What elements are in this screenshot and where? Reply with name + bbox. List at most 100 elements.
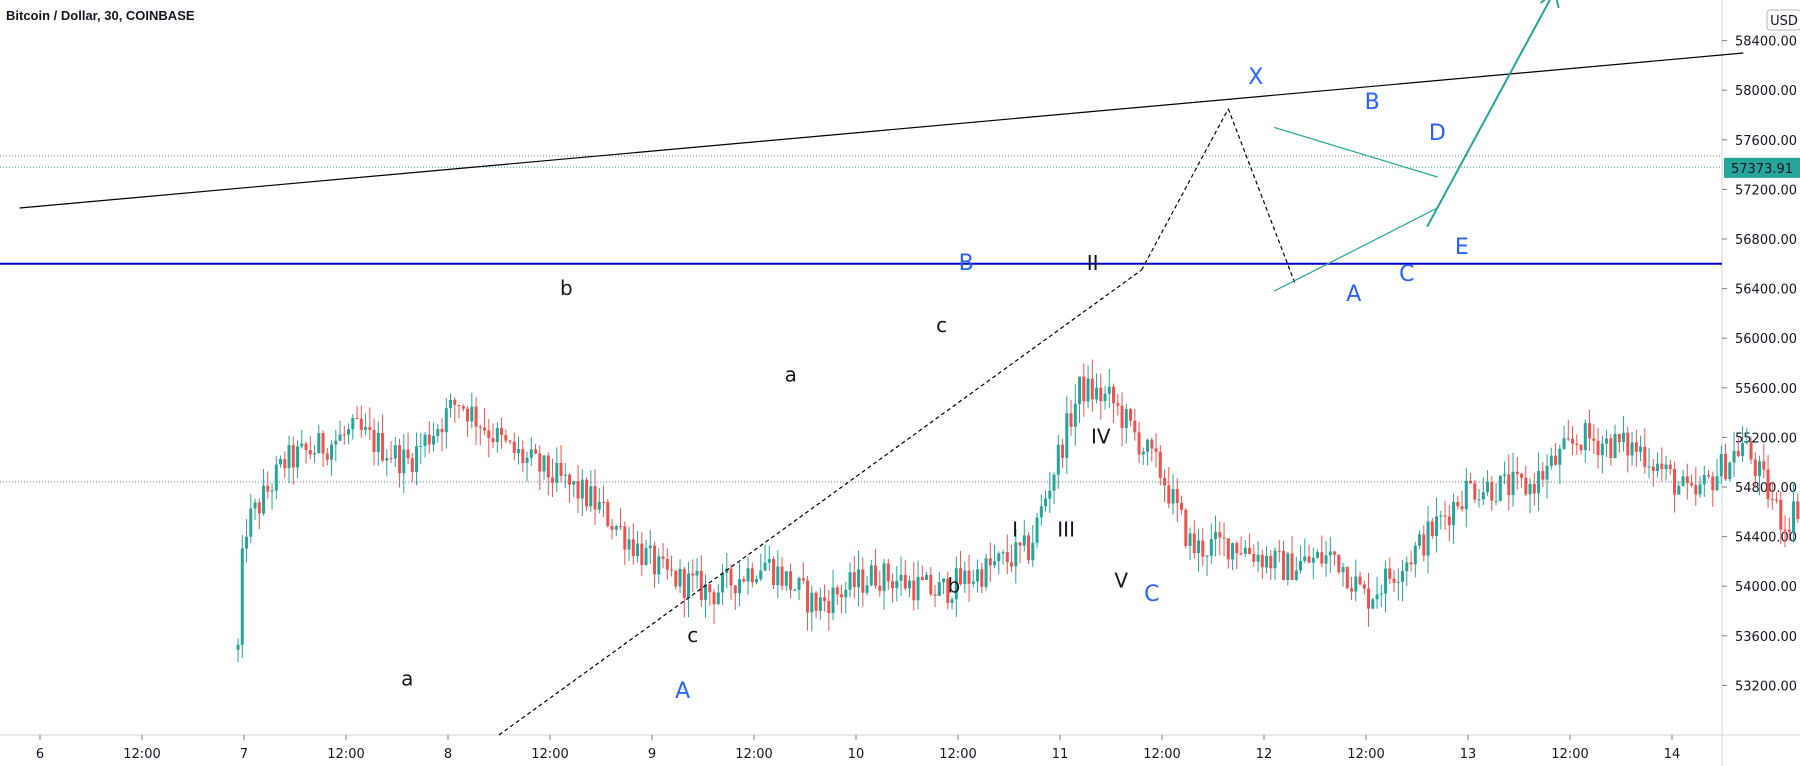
candle-body [1362,584,1366,589]
candle-body [470,406,474,422]
candle-body [1622,432,1626,442]
candle-body [925,574,929,580]
candle-body [721,573,725,593]
candle-body [878,585,882,591]
candle-body [419,446,423,448]
candle-body [1775,499,1779,501]
x-tick-label: 11 [1052,747,1069,762]
candles-group [236,359,1800,663]
candle-body [1073,403,1077,427]
candle-body [372,430,376,453]
x-tick-label: 12 [1256,747,1273,762]
candle-body [1341,566,1345,573]
candle-body [266,485,270,492]
candle-body [1753,459,1757,477]
candle-body [1443,515,1447,517]
candle-body [1524,477,1528,495]
candle-body [1018,542,1022,546]
candle-body [1384,568,1388,594]
candle-body [1124,409,1128,429]
candle-body [406,449,410,459]
candle-body [818,597,822,611]
candle-body [517,449,521,454]
candle-body [602,501,606,503]
forecast-arrow [1426,0,1551,228]
candle-body [1707,474,1711,477]
candle-body [648,545,652,549]
candle-body [1031,542,1035,561]
candle-body [1558,448,1562,465]
candle-body [1218,532,1222,538]
candle-body [1613,433,1617,459]
wave-label: C [1144,582,1159,607]
y-tick-label: 58400.00 [1735,35,1797,50]
candle-body [1464,480,1468,510]
candle-body [1035,517,1039,543]
trend-line [1141,108,1229,271]
candle-body [546,455,550,478]
candle-body [1014,542,1018,567]
candle-body [606,502,610,526]
candle-body [359,418,363,430]
candle-body [1163,477,1167,486]
wave-label: C [1399,262,1414,287]
candle-body [1537,471,1541,494]
candle-body [946,578,950,603]
candle-body [916,576,920,601]
candle-body [347,429,351,435]
candle-body [1702,474,1706,485]
candle-body [912,580,916,601]
candle-body [1150,439,1154,449]
candle-body [1426,521,1430,556]
candle-body [1549,455,1553,466]
candle-body [920,576,924,580]
trend-line [1274,126,1438,178]
wave-label: c [936,313,947,337]
candle-body [300,443,304,447]
candle-body [657,556,661,575]
candle-body [1099,387,1103,402]
wave-label: III [1057,518,1075,542]
trend-line [1273,207,1438,292]
candle-body [1065,413,1069,458]
candle-body [376,432,380,453]
candle-body [457,405,461,407]
candle-body [810,592,814,613]
candle-body [1664,464,1668,470]
candle-body [755,579,759,583]
candle-body [1566,438,1570,440]
candle-body [1269,555,1273,569]
candle-body [1379,593,1383,595]
x-tick-label: 8 [444,747,452,762]
candle-body [1056,444,1060,475]
candle-body [610,525,614,530]
candle-body [1732,450,1736,463]
candle-body [895,580,899,589]
candle-body [742,579,746,582]
candle-body [1685,476,1689,484]
candle-body [1396,581,1400,583]
candle-body [534,449,538,454]
candle-body [415,446,419,472]
candle-body [1490,481,1494,501]
candle-body [1226,538,1230,560]
candle-body [321,433,325,454]
candle-body [763,562,767,571]
candle-body [304,443,308,451]
candle-body [559,462,563,476]
candle-body [988,558,992,566]
candle-body [1095,387,1099,400]
candle-body [636,543,640,557]
y-tick-label: 54000.00 [1735,580,1797,595]
candle-body [1724,454,1728,480]
x-tick-label: 9 [648,747,656,762]
candle-body [504,435,508,441]
candle-body [500,427,504,436]
y-tick-label: 57600.00 [1735,134,1797,149]
candle-body [1307,556,1311,563]
candle-body [1579,444,1583,451]
candle-body [1290,553,1294,580]
candle-body [389,458,393,460]
candle-body [1090,378,1094,400]
